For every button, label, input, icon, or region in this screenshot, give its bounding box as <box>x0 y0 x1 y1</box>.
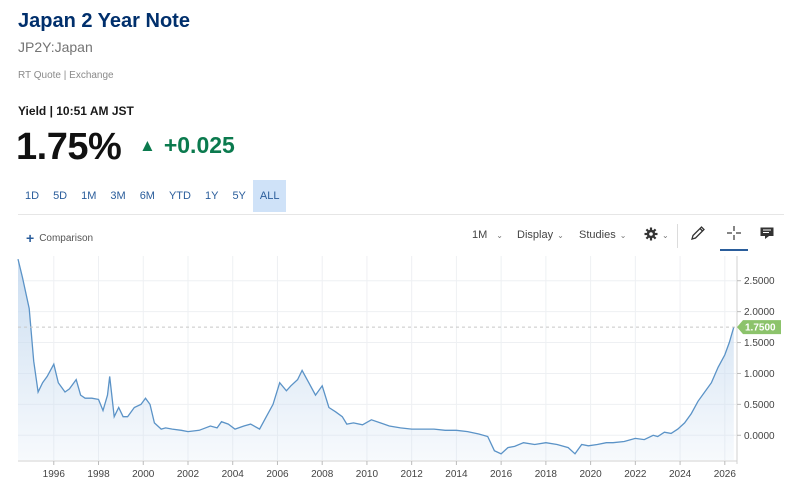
range-1d-button[interactable]: 1D <box>25 190 40 202</box>
range-all-button[interactable]: ALL <box>252 180 287 212</box>
chevron-down-icon: ⌄ <box>496 230 503 240</box>
price-change-value: +0.025 <box>163 132 235 158</box>
toolbar-divider <box>677 224 678 248</box>
up-triangle-icon: ▲ <box>139 135 156 155</box>
y-tick-label: 1.5000 <box>744 338 775 349</box>
yield-chart[interactable]: 2.5000 2.0000 1.5000 1.0000 0.5000 0.0000 1996… <box>14 254 789 488</box>
chevron-down-icon: ⌄ <box>557 230 564 240</box>
y-tick-label: 0.0000 <box>744 431 775 442</box>
x-tick-label: 2008 <box>311 469 334 480</box>
x-tick-label: 1998 <box>87 469 110 480</box>
x-tick-label: 2010 <box>356 469 379 480</box>
comparison-label: Comparison <box>39 232 94 244</box>
comparison-button[interactable]: + Comparison <box>26 230 93 246</box>
range-1m-button[interactable]: 1M <box>81 190 97 202</box>
y-tick-label: 2.5000 <box>744 276 775 287</box>
studies-dropdown[interactable]: Studies ⌄ <box>579 227 626 243</box>
x-tick-label: 2026 <box>714 469 737 480</box>
range-5y-button[interactable]: 5Y <box>232 190 246 202</box>
studies-label: Studies <box>579 229 616 241</box>
yield-timestamp-label: Yield | 10:51 AM JST <box>18 104 134 118</box>
range-6m-button[interactable]: 6M <box>139 190 155 202</box>
price-value: 1.75% <box>16 126 122 168</box>
current-value-label: 1.7500 <box>745 323 776 334</box>
symbol-label: JP2Y:Japan <box>18 39 93 55</box>
x-tick-label: 2016 <box>490 469 513 480</box>
pencil-icon <box>690 225 706 246</box>
price-change: ▲ +0.025 <box>139 132 235 159</box>
yield-area-fill <box>18 259 734 460</box>
quote-source-label: RT Quote | Exchange <box>18 70 114 81</box>
range-5d-button[interactable]: 5D <box>53 190 68 202</box>
display-label: Display <box>517 229 554 241</box>
x-tick-label: 2006 <box>266 469 289 480</box>
draw-tool-button[interactable] <box>686 224 710 246</box>
active-tool-indicator <box>720 249 748 251</box>
plus-icon: + <box>26 230 35 246</box>
x-tick-label: 2020 <box>579 469 602 480</box>
yield-series-line <box>17 258 735 455</box>
x-tick-label: 2024 <box>669 469 692 480</box>
range-selector: 1D 5D 1M 3M 6M YTD 1Y 5Y ALL <box>18 180 287 212</box>
display-dropdown[interactable]: Display ⌄ <box>517 227 564 243</box>
crosshair-icon <box>726 225 742 246</box>
chart-svg: 2.5000 2.0000 1.5000 1.0000 0.5000 0.0000 1996… <box>17 256 781 480</box>
x-tick-label: 1996 <box>43 469 66 480</box>
x-tick-label: 2004 <box>222 469 245 480</box>
crosshair-tool-button[interactable] <box>722 224 746 246</box>
x-tick-label: 2022 <box>624 469 647 480</box>
interval-dropdown[interactable]: 1M ⌄ <box>472 227 503 243</box>
x-tick-label: 2018 <box>535 469 558 480</box>
y-tick-label: 2.0000 <box>744 307 775 318</box>
divider <box>18 214 784 215</box>
page-title: Japan 2 Year Note <box>18 10 190 32</box>
gear-icon <box>644 227 658 244</box>
y-tick-label: 0.5000 <box>744 400 775 411</box>
chevron-down-icon: ⌄ <box>662 230 669 240</box>
x-tick-label: 2014 <box>445 469 468 480</box>
x-tick-label: 2000 <box>132 469 155 480</box>
range-3m-button[interactable]: 3M <box>110 190 126 202</box>
x-tick-label: 2012 <box>401 469 424 480</box>
settings-dropdown[interactable]: ⌄ <box>644 227 669 243</box>
current-value-badge <box>737 320 781 335</box>
annotation-tool-button[interactable] <box>755 224 779 246</box>
x-tick-label: 2002 <box>177 469 200 480</box>
y-tick-label: 1.0000 <box>744 369 775 380</box>
comment-icon <box>759 225 775 246</box>
chevron-down-icon: ⌄ <box>619 230 627 240</box>
range-1y-button[interactable]: 1Y <box>204 190 219 202</box>
interval-label: 1M <box>472 229 488 241</box>
range-ytd-button[interactable]: YTD <box>168 190 191 202</box>
